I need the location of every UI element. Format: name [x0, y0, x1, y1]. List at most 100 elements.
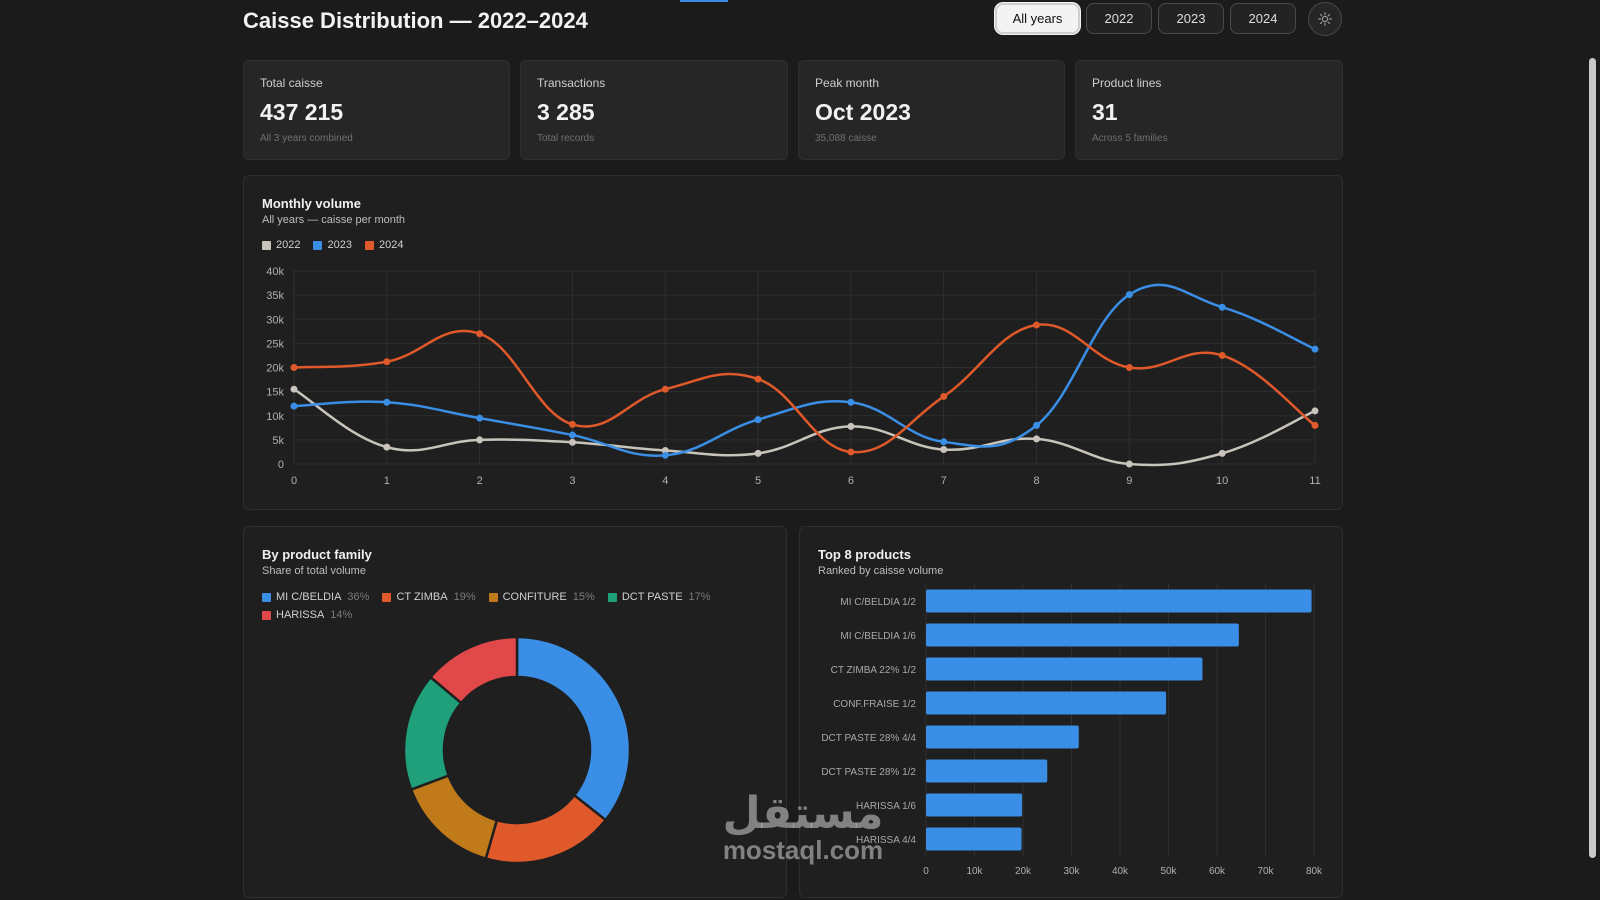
data-point-2022 [940, 446, 948, 454]
active-tab-indicator [680, 0, 728, 2]
data-point-2024 [847, 448, 855, 456]
legend-item[interactable]: MI C/BELDIA 36% [262, 591, 369, 603]
stat-sub: Total records [537, 133, 595, 144]
bar-category-label: HARISSA 1/6 [856, 801, 916, 812]
x-tick-label: 2 [477, 475, 483, 487]
x-tick-label: 50k [1160, 866, 1177, 877]
bar [926, 827, 1022, 851]
stat-card-transactions: Transactions 3 285 Total records [520, 60, 788, 160]
data-point-2023 [568, 431, 576, 439]
legend-label: DCT PASTE [621, 591, 683, 603]
data-point-2022 [383, 443, 391, 451]
y-tick-label: 30k [266, 314, 284, 326]
scrollbar-thumb[interactable] [1589, 58, 1596, 858]
data-point-2022 [847, 422, 855, 430]
data-point-2022 [476, 436, 484, 444]
monthly-volume-panel: Monthly volume All years — caisse per mo… [243, 175, 1343, 510]
legend-label: CT ZIMBA [396, 591, 448, 603]
legend-item[interactable]: DCT PASTE 17% [607, 591, 711, 603]
x-tick-label: 70k [1257, 866, 1274, 877]
legend-item[interactable]: CT ZIMBA 19% [382, 591, 476, 603]
legend-swatch [364, 240, 374, 250]
data-point-2022 [1125, 460, 1133, 468]
x-tick-label: 80k [1306, 866, 1323, 877]
bar-chart: 0 10k 20k 30k 40k 50k 60k 70k 80k MI C/BELDIA 1/2… [821, 584, 1323, 877]
bar-category-label: HARISSA 4/4 [856, 835, 916, 846]
data-point-2023 [661, 451, 669, 459]
x-tick-label: 0 [923, 866, 929, 877]
scrollbar[interactable] [1586, 0, 1600, 900]
x-tick-label: 10 [1216, 475, 1228, 487]
bar [926, 759, 1048, 783]
donut-chart-legend: MI C/BELDIA 36% CT ZIMBA 19% CONFITURE 15% DCT… [262, 591, 762, 621]
x-tick-label: 1 [384, 475, 390, 487]
x-tick-label: 10k [966, 866, 983, 877]
year-button-2022[interactable]: 2022 [1086, 3, 1152, 34]
bar-category-label: CONF.FRAISE 1/2 [833, 699, 916, 710]
data-point-2024 [1311, 421, 1319, 429]
donut-chart [402, 635, 632, 865]
y-tick-label: 20k [266, 363, 284, 375]
data-point-2023 [847, 398, 855, 406]
legend-item[interactable]: HARISSA 14% [262, 609, 352, 621]
x-tick-label: 11 [1309, 475, 1320, 487]
bar [926, 589, 1312, 613]
data-point-2022 [1218, 449, 1226, 457]
legend-item[interactable]: 2023 [313, 239, 352, 251]
stat-value: 437 215 [260, 99, 344, 125]
legend-label: 2023 [327, 239, 352, 251]
year-button-2024[interactable]: 2024 [1230, 3, 1296, 34]
panel-subtitle: Ranked by caisse volume [818, 565, 944, 577]
panel-subtitle: All years — caisse per month [262, 214, 406, 226]
donut-slice-mi-c-beldia [515, 635, 632, 822]
legend-swatch [262, 240, 271, 250]
data-point-2024 [568, 420, 576, 428]
theme-toggle-button[interactable] [1308, 2, 1342, 36]
x-tick-label: 30k [1063, 866, 1080, 877]
y-tick-label: 15k [266, 387, 284, 399]
data-point-2023 [754, 416, 762, 424]
sun-icon [1318, 12, 1332, 26]
data-point-2023 [940, 438, 948, 446]
line-chart-legend: 2022 2023 2024 [262, 239, 416, 251]
legend-label: MI C/BELDIA [276, 591, 342, 603]
data-point-2024 [383, 358, 391, 366]
bar-category-label: DCT PASTE 28% 1/2 [821, 767, 916, 778]
series-line-2022 [293, 388, 1316, 467]
x-tick-label: 7 [941, 475, 947, 487]
legend-item[interactable]: 2024 [364, 239, 403, 251]
legend-swatch [488, 592, 498, 602]
bar-category-label: CT ZIMBA 22% 1/2 [831, 665, 917, 676]
legend-swatch [262, 610, 271, 620]
legend-percent: 17% [688, 591, 711, 603]
data-point-2024 [290, 364, 298, 371]
bar [926, 623, 1239, 647]
data-point-2024 [1125, 364, 1133, 371]
stat-value: 3 285 [537, 99, 595, 125]
data-point-2024 [476, 330, 484, 338]
year-button-all[interactable]: All years [995, 3, 1080, 34]
x-tick-label: 40k [1112, 866, 1129, 877]
stat-value: 31 [1092, 99, 1118, 125]
stat-label: Total caisse [260, 76, 323, 90]
data-point-2024 [1218, 351, 1226, 359]
legend-item[interactable]: 2022 [262, 239, 300, 251]
year-button-2023[interactable]: 2023 [1158, 3, 1224, 34]
bar [926, 725, 1079, 749]
stat-sub: Across 5 families [1092, 133, 1168, 144]
x-tick-label: 3 [569, 475, 575, 487]
bar [926, 793, 1023, 817]
stat-label: Product lines [1092, 76, 1162, 90]
legend-label: CONFITURE [502, 591, 567, 603]
data-point-2023 [1311, 345, 1319, 353]
data-point-2022 [754, 449, 762, 457]
stat-card-total-caisse: Total caisse 437 215 All 3 years combine… [243, 60, 510, 160]
data-point-2024 [1033, 321, 1041, 329]
legend-item[interactable]: CONFITURE 15% [488, 591, 595, 603]
y-tick-label: 35k [266, 290, 284, 302]
stat-label: Peak month [815, 76, 880, 90]
x-tick-label: 8 [1033, 475, 1039, 487]
legend-label: HARISSA [276, 609, 325, 621]
bar [926, 657, 1203, 681]
data-point-2022 [1311, 407, 1319, 415]
